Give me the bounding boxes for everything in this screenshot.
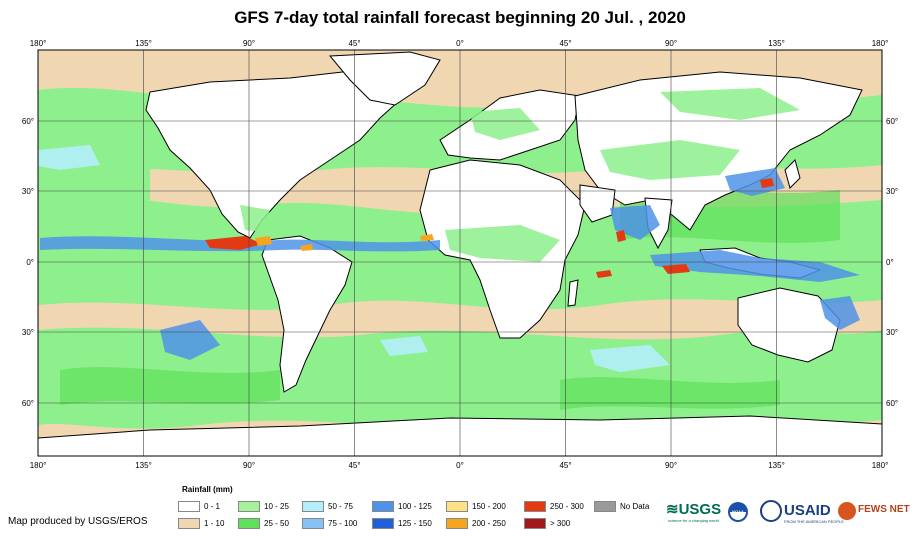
svg-text:60°: 60° xyxy=(22,117,34,126)
svg-text:180°: 180° xyxy=(30,39,47,48)
svg-text:90°: 90° xyxy=(665,39,677,48)
lon-labels-top: 180° 135° 90° 45° 0° 45° 90° 135° 180° xyxy=(30,39,889,48)
legend-item: 200 - 250 xyxy=(446,517,506,529)
legend-swatch xyxy=(446,517,468,529)
australia xyxy=(737,287,841,363)
usgs-logo: ≋USGS xyxy=(666,501,722,518)
svg-text:30°: 30° xyxy=(886,328,898,337)
greenland xyxy=(328,51,441,106)
usaid-logo: USAID xyxy=(784,502,831,519)
svg-text:135°: 135° xyxy=(768,39,785,48)
svg-text:60°: 60° xyxy=(886,399,898,408)
legend-item: 75 - 100 xyxy=(302,517,357,529)
svg-text:180°: 180° xyxy=(30,461,47,470)
map-frame xyxy=(37,49,883,457)
heavy-rain-blue xyxy=(40,168,860,360)
noaa-logo-icon: NOAA xyxy=(728,502,748,522)
legend-swatch xyxy=(178,500,200,512)
graticule xyxy=(38,50,882,456)
legend-swatch xyxy=(524,517,546,529)
rain-orange xyxy=(255,234,434,251)
legend-swatch xyxy=(302,500,324,512)
legend-item: 100 - 125 xyxy=(372,500,432,512)
legend-swatch xyxy=(178,517,200,529)
legend-swatch xyxy=(446,500,468,512)
svg-text:45°: 45° xyxy=(348,461,360,470)
legend-item: No Data xyxy=(594,500,649,512)
legend-item: 1 - 10 xyxy=(178,517,224,529)
legend-item: 50 - 75 xyxy=(302,500,353,512)
legend-swatch xyxy=(238,517,260,529)
lat-labels-right: 60° 30° 0° 30° 60° xyxy=(886,117,898,408)
usgs-tagline: science for a changing world xyxy=(668,518,719,523)
usaid-tagline: FROM THE AMERICAN PEOPLE xyxy=(784,519,844,524)
lon-labels-bottom: 180° 135° 90° 45° 0° 45° 90° 135° 180° xyxy=(30,461,889,470)
rainfall-darker-green xyxy=(60,187,840,410)
agency-logos: ≋USGS science for a changing world NOAA … xyxy=(666,496,916,532)
svg-text:30°: 30° xyxy=(22,328,34,337)
land-rain-green xyxy=(240,88,800,262)
japan xyxy=(784,159,801,189)
madagascar xyxy=(567,279,579,307)
fewsnet-globe-icon xyxy=(838,502,856,520)
svg-text:180°: 180° xyxy=(872,461,889,470)
legend-swatch xyxy=(372,500,394,512)
svg-text:135°: 135° xyxy=(768,461,785,470)
fewsnet-logo: FEWS NET xyxy=(858,504,910,515)
legend-item: 250 - 300 xyxy=(524,500,584,512)
svg-text:0°: 0° xyxy=(456,39,464,48)
extreme-rain xyxy=(205,178,774,278)
arabia xyxy=(579,184,616,223)
svg-text:45°: 45° xyxy=(348,39,360,48)
svg-text:45°: 45° xyxy=(559,39,571,48)
legend-swatch xyxy=(302,517,324,529)
legend-item: 0 - 1 xyxy=(178,500,220,512)
svg-text:135°: 135° xyxy=(135,39,152,48)
legend-item: 25 - 50 xyxy=(238,517,289,529)
south-america xyxy=(261,235,353,393)
svg-text:30°: 30° xyxy=(22,187,34,196)
rainfall-legend: 0 - 1 1 - 10 10 - 25 25 - 50 50 - 75 75 … xyxy=(178,500,658,536)
svg-text:0°: 0° xyxy=(26,258,34,267)
svg-text:0°: 0° xyxy=(456,461,464,470)
legend-swatch xyxy=(372,517,394,529)
noaa-logo-text: NOAA xyxy=(732,509,744,514)
legend-item: 10 - 25 xyxy=(238,500,289,512)
svg-text:90°: 90° xyxy=(665,461,677,470)
usaid-seal-icon xyxy=(760,500,782,522)
svg-text:30°: 30° xyxy=(886,187,898,196)
rain-light-blue xyxy=(38,145,670,372)
map-title: GFS 7-day total rainfall forecast beginn… xyxy=(234,8,686,27)
legend-item: > 300 xyxy=(524,517,570,529)
legend-item: 125 - 150 xyxy=(372,517,432,529)
legend-swatch xyxy=(594,500,616,512)
svg-text:90°: 90° xyxy=(243,461,255,470)
svg-text:135°: 135° xyxy=(135,461,152,470)
svg-text:90°: 90° xyxy=(243,39,255,48)
credit-text: Map produced by USGS/EROS xyxy=(8,516,148,527)
svg-text:60°: 60° xyxy=(886,117,898,126)
legend-title: Rainfall (mm) xyxy=(182,485,233,494)
svg-text:0°: 0° xyxy=(886,258,894,267)
legend-swatch xyxy=(524,500,546,512)
svg-text:60°: 60° xyxy=(22,399,34,408)
legend-item: 150 - 200 xyxy=(446,500,506,512)
lat-labels-left: 60° 30° 0° 30° 60° xyxy=(22,117,34,408)
svg-text:45°: 45° xyxy=(559,461,571,470)
svg-text:180°: 180° xyxy=(872,39,889,48)
legend-swatch xyxy=(238,500,260,512)
